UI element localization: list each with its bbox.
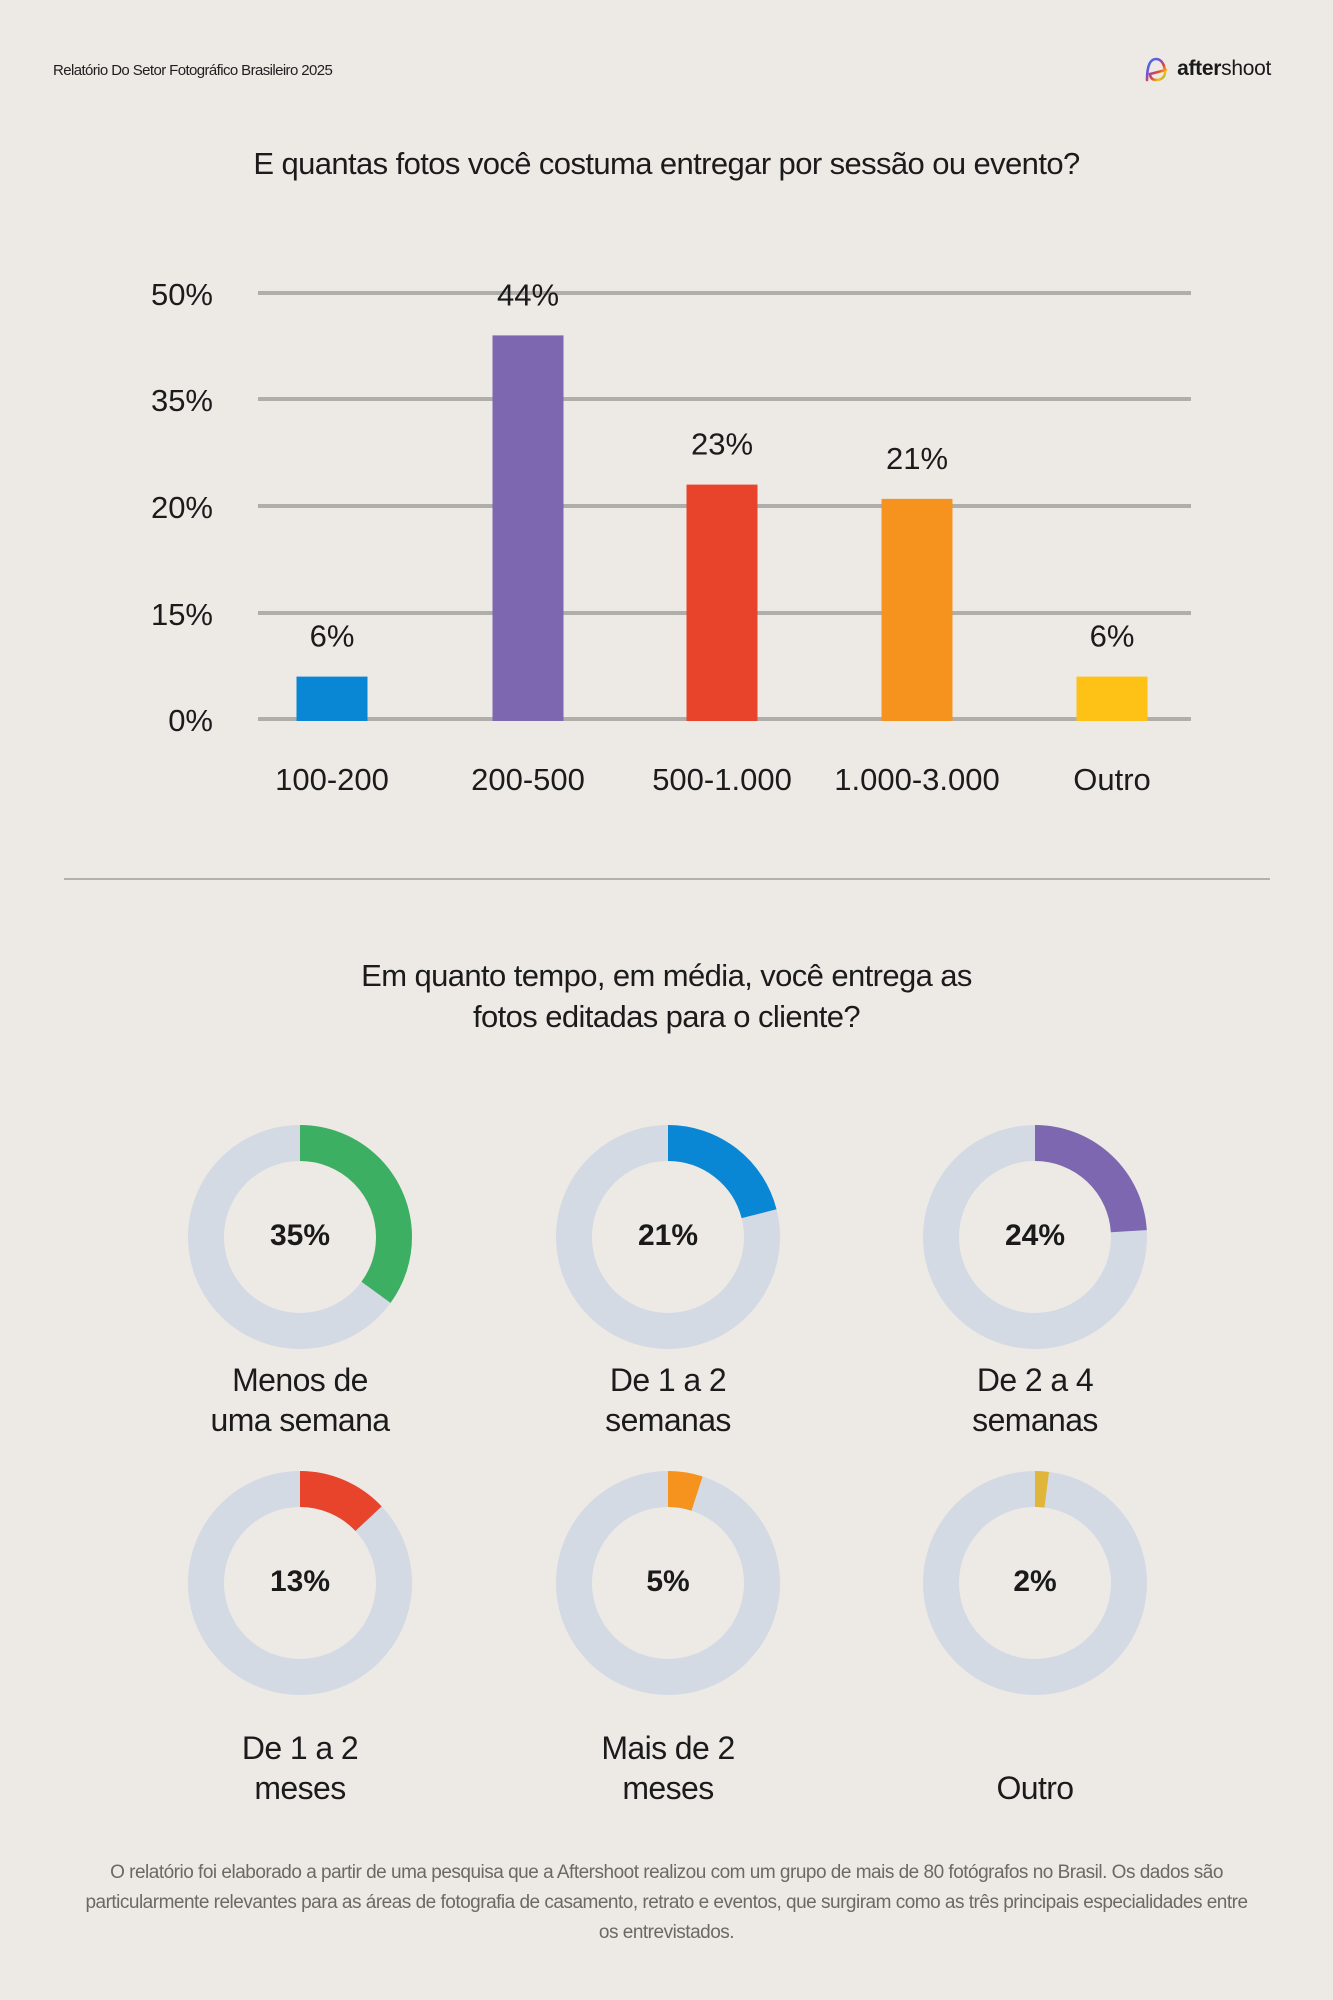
donut-category-label-line: semanas — [605, 1402, 731, 1438]
donut-value-label: 2% — [1013, 1565, 1057, 1598]
bar-chart-title: E quantas fotos você costuma entregar po… — [253, 146, 1080, 181]
x-category-label: 100-200 — [275, 762, 389, 797]
y-tick-label: 50% — [151, 277, 213, 312]
bar-value-label: 6% — [310, 619, 355, 654]
donut-section-title-line-1: Em quanto tempo, em média, você entrega … — [361, 958, 972, 993]
donut-category-label-line: Menos de — [232, 1362, 368, 1398]
donut-category-label: Menos de uma semana — [150, 1360, 450, 1440]
donut-value-label: 21% — [637, 1219, 699, 1252]
bar-value-label: 6% — [1090, 619, 1135, 654]
bar-Outro — [1076, 676, 1148, 721]
donut-item: 35% Menos de uma semana — [150, 1122, 450, 1440]
donut-category-label-line: meses — [622, 1770, 714, 1806]
x-category-label: 500-1.000 — [652, 762, 792, 797]
donut-chart — [188, 1125, 412, 1349]
bar-value-label: 21% — [886, 441, 948, 476]
donut-segment — [188, 1125, 412, 1349]
donut-segment — [556, 1471, 780, 1695]
donut-category-label-line: De 1 a 2 — [241, 1730, 359, 1766]
y-tick-label: 0% — [168, 703, 213, 738]
donut-item: 5% Mais de 2 meses — [518, 1468, 818, 1808]
donut-section-title: Em quanto tempo, em média, você entrega … — [0, 955, 1333, 1037]
donut-category-label-line — [885, 1728, 1185, 1768]
donut-category-label: De 2 a 4 semanas — [885, 1360, 1185, 1440]
bar-value-label: 23% — [691, 427, 753, 462]
donut-category-label-line: uma semana — [210, 1402, 391, 1438]
footer-note: O relatório foi elaborado a partir de um… — [85, 1862, 1248, 1943]
aftershoot-logo-icon — [1145, 57, 1168, 82]
y-tick-label: 35% — [151, 383, 213, 418]
x-category-label: Outro — [1073, 762, 1151, 797]
donut-segment — [923, 1471, 1147, 1695]
brand-name: aftershoot — [1177, 57, 1271, 80]
donut-category-label: De 1 a 2 semanas — [518, 1360, 818, 1440]
donut-value-label: 35% — [269, 1219, 331, 1252]
y-tick-label: 15% — [151, 597, 213, 632]
donut-chart — [923, 1125, 1147, 1349]
donut-value-label: 13% — [269, 1565, 331, 1598]
donut-chart — [556, 1471, 780, 1695]
donut-segment — [923, 1125, 1147, 1349]
donut-category-label: De 1 a 2 meses — [150, 1728, 450, 1808]
donut-category-label-line: De 2 a 4 — [976, 1362, 1094, 1398]
bar-200-500 — [492, 335, 564, 721]
donut-chart — [556, 1125, 780, 1349]
donut-category-label: Outro — [885, 1728, 1185, 1808]
donut-item: 2% Outro — [885, 1468, 1185, 1808]
donut-category-label-line: Outro — [996, 1770, 1074, 1806]
bar-value-label: 44% — [497, 277, 559, 312]
x-category-label: 1.000-3.000 — [834, 762, 999, 797]
donut-section-title-line-2: fotos editadas para o cliente? — [473, 999, 861, 1034]
donut-category-label-line: De 1 a 2 — [609, 1362, 727, 1398]
y-tick-label: 20% — [151, 490, 213, 525]
donut-category-label-line: meses — [254, 1770, 346, 1806]
donut-item: 21% De 1 a 2 semanas — [518, 1122, 818, 1440]
donut-segment — [188, 1471, 412, 1695]
report-title: Relatório Do Setor Fotográfico Brasileir… — [53, 62, 333, 79]
bar-100-200 — [296, 676, 368, 721]
donut-category-label-line: Mais de 2 — [601, 1730, 735, 1766]
bar-chart: 0% 15% 20% 35% 50% 6% 100-200 44% 200-500 23% 500-… — [151, 277, 1191, 797]
donut-segment — [556, 1125, 780, 1349]
bar-1.000-3.000 — [881, 498, 953, 721]
x-category-label: 200-500 — [471, 762, 585, 797]
donut-chart — [923, 1471, 1147, 1695]
brand: aftershoot — [1143, 56, 1271, 82]
donut-category-label: Mais de 2 meses — [518, 1728, 818, 1808]
donut-value-label: 24% — [1004, 1219, 1066, 1252]
donut-item: 13% De 1 a 2 meses — [150, 1468, 450, 1808]
donut-value-label: 5% — [646, 1565, 690, 1598]
section-divider — [64, 878, 1270, 880]
donut-category-label-line: semanas — [972, 1402, 1098, 1438]
donut-chart — [188, 1471, 412, 1695]
bar-500-1.000 — [686, 484, 758, 721]
donut-item: 24% De 2 a 4 semanas — [885, 1122, 1185, 1440]
